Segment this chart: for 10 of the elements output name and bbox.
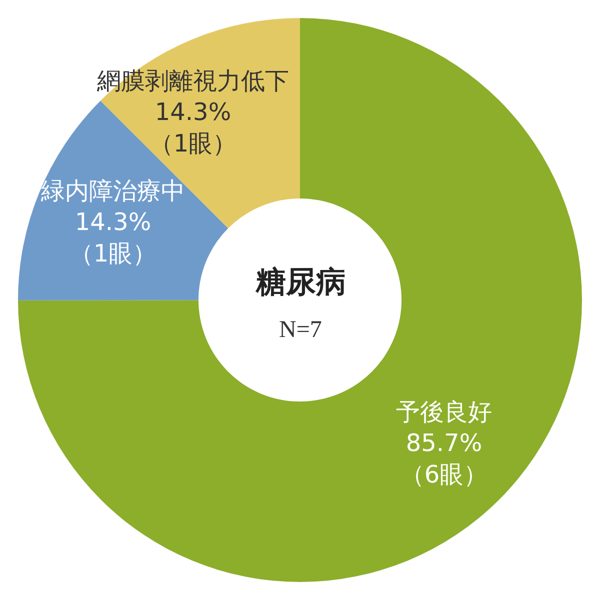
text: N=7	[279, 317, 322, 343]
donut-slice	[18, 18, 582, 582]
text: 糖尿病	[255, 265, 346, 300]
data-label: 85.7% （6眼）	[400, 429, 488, 488]
slice-label: 緑内障治療中	[40, 177, 185, 205]
data-label: 14.3% （1眼）	[149, 98, 237, 158]
donut-slice	[18, 100, 228, 300]
slice-label: 予後良好	[396, 398, 492, 426]
data-label: 14.3% （1眼）	[69, 208, 157, 268]
slice-label: 網膜剥離視力低下	[96, 67, 289, 95]
